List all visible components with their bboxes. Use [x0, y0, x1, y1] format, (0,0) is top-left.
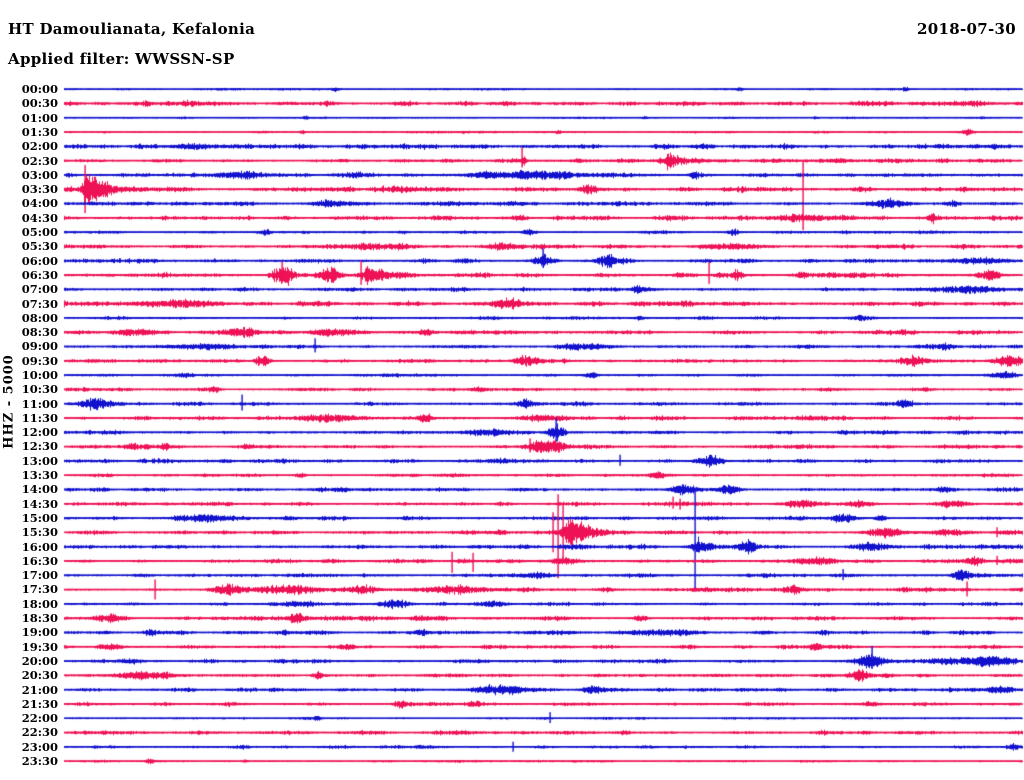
- trace-time-label: 23:00: [21, 739, 58, 754]
- trace-time-label: 05:30: [21, 239, 58, 254]
- trace-time-label: 18:30: [21, 611, 58, 625]
- trace-time-label: 02:00: [21, 139, 58, 154]
- trace-time-label: 23:30: [21, 754, 58, 768]
- trace-time-label: 15:30: [21, 525, 58, 540]
- trace-time-label: 19:00: [21, 625, 58, 640]
- trace-time-label: 01:30: [21, 124, 58, 139]
- trace-time-label: 14:00: [21, 482, 58, 497]
- trace-time-label: 08:00: [21, 310, 58, 325]
- trace-time-label: 19:30: [21, 639, 58, 654]
- trace-time-label: 09:30: [21, 353, 58, 368]
- trace-time-label: 16:30: [21, 553, 58, 568]
- trace-time-label: 22:30: [21, 725, 58, 740]
- trace-time-label: 12:00: [21, 425, 58, 440]
- trace-time-label: 04:00: [21, 196, 58, 211]
- trace-time-label: 02:30: [21, 153, 58, 168]
- trace-time-label: 08:30: [21, 325, 58, 340]
- trace-time-label: 05:00: [21, 225, 58, 239]
- trace-time-label: 21:30: [21, 696, 58, 711]
- trace-time-label: 15:00: [21, 510, 58, 525]
- trace-time-label: 09:00: [21, 339, 58, 354]
- trace-time-label: 18:00: [21, 596, 58, 611]
- trace-time-label: 21:00: [21, 682, 58, 697]
- trace-time-label: 07:00: [21, 282, 58, 297]
- trace-time-label: 12:30: [21, 439, 58, 454]
- trace-time-label: 17:00: [21, 568, 58, 583]
- trace-time-label: 07:30: [21, 296, 58, 311]
- trace-time-label: 16:00: [21, 539, 58, 554]
- trace-time-label: 10:00: [21, 368, 58, 382]
- trace-time-label: 03:30: [21, 182, 58, 197]
- trace-time-label: 00:00: [21, 82, 58, 96]
- trace-time-label: 11:00: [21, 396, 58, 411]
- trace-time-label: 06:30: [21, 267, 58, 282]
- trace-time-label: 13:30: [21, 468, 58, 482]
- trace-time-label: 06:00: [21, 253, 58, 268]
- trace-time-label: 03:00: [21, 167, 58, 182]
- trace-time-label: 13:00: [21, 453, 58, 468]
- trace-time-label: 20:00: [21, 653, 58, 668]
- trace-time-label: 01:00: [21, 110, 58, 125]
- trace-time-label: 14:30: [21, 496, 58, 511]
- trace-time-label: 10:30: [21, 382, 58, 397]
- trace-time-label: 00:30: [21, 96, 58, 111]
- trace-time-label: 04:30: [21, 210, 58, 225]
- trace-time-label: 20:30: [21, 668, 58, 683]
- trace-time-label: 11:30: [21, 410, 58, 425]
- trace-time-label: 22:00: [21, 711, 58, 726]
- trace-time-label: 17:30: [21, 582, 58, 597]
